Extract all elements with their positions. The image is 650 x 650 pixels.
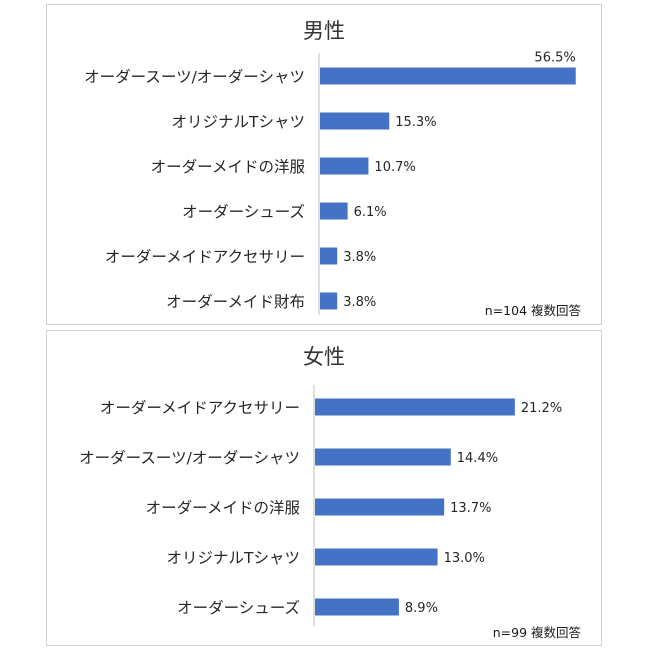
category-label: オリジナルTシャツ: [172, 113, 305, 131]
data-label: 13.7%: [450, 501, 491, 516]
bar: [320, 247, 338, 265]
chart-title: 男性: [303, 19, 345, 43]
chart-panel-male: 男性 オーダースーツ/オーダーシャツ 56.5% オリジナルTシャツ 15.3% オーダ…: [46, 4, 602, 325]
data-label: 56.5%: [534, 51, 575, 66]
category-label: オーダーメイドの洋服: [146, 499, 301, 517]
bar: [315, 598, 399, 616]
data-label: 14.4%: [457, 451, 498, 466]
data-label: 15.3%: [395, 115, 436, 130]
bar: [315, 398, 515, 416]
data-label: 3.8%: [343, 250, 376, 265]
data-label: 8.9%: [405, 601, 438, 616]
category-label: オーダーシューズ: [182, 203, 305, 221]
bar-chart-female: オーダーメイドアクセサリー 21.2% オーダースーツ/オーダーシャツ 14.4% オー…: [79, 385, 562, 626]
bar: [320, 157, 369, 175]
data-label: 21.2%: [521, 401, 562, 416]
bar-chart-male: オーダースーツ/オーダーシャツ 56.5% オリジナルTシャツ 15.3% オーダーメイ…: [84, 51, 576, 315]
category-label: オーダーシューズ: [177, 599, 300, 617]
sample-note: n=104 複数回答: [484, 303, 581, 318]
category-label: オーダーメイドの洋服: [151, 158, 306, 176]
chart-title: 女性: [303, 345, 345, 369]
sample-note: n=99 複数回答: [492, 625, 581, 640]
bar: [320, 202, 348, 220]
bar: [320, 112, 390, 130]
data-label: 13.0%: [444, 551, 485, 566]
category-label: オリジナルTシャツ: [167, 549, 300, 567]
data-label: 6.1%: [354, 205, 387, 220]
chart-panel-female: 女性 オーダーメイドアクセサリー 21.2% オーダースーツ/オーダーシャツ 14.4…: [46, 330, 602, 646]
bar: [320, 67, 576, 85]
data-label: 3.8%: [343, 295, 376, 310]
category-label: オーダーメイド財布: [166, 293, 305, 311]
category-label: オーダーメイドアクセサリー: [100, 399, 300, 417]
category-label: オーダーメイドアクセサリー: [105, 248, 305, 266]
data-label: 10.7%: [374, 160, 415, 175]
category-label: オーダースーツ/オーダーシャツ: [84, 68, 305, 86]
bar: [320, 292, 338, 310]
category-label: オーダースーツ/オーダーシャツ: [79, 449, 300, 467]
bar: [315, 448, 451, 466]
bar: [315, 548, 438, 566]
bar: [315, 498, 445, 516]
